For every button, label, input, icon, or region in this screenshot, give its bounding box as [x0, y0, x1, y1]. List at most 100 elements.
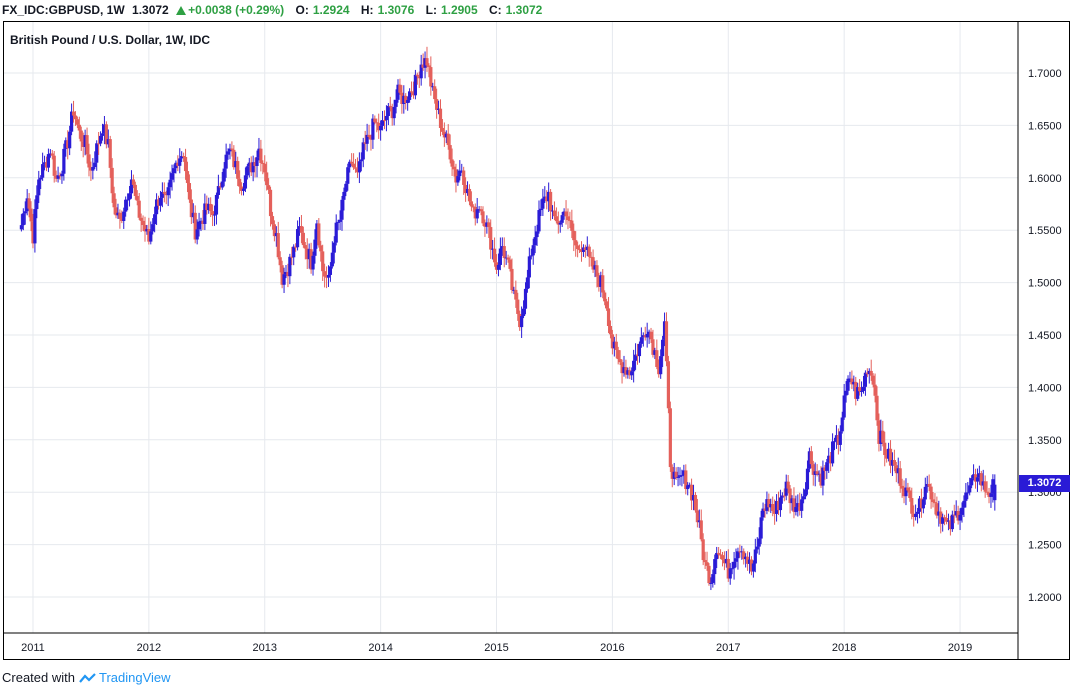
candle-body	[462, 170, 466, 185]
candle-body	[722, 559, 727, 564]
candle-body	[865, 372, 869, 375]
candle-body	[510, 268, 514, 291]
candle-body	[973, 474, 978, 482]
candle-body	[635, 354, 640, 357]
candle	[102, 115, 107, 145]
candle-body	[923, 486, 927, 500]
candle-body	[39, 177, 43, 180]
candle-body	[469, 201, 474, 207]
candle	[606, 297, 611, 333]
candle-body	[796, 503, 800, 508]
candle-body	[425, 58, 429, 66]
candle-body	[431, 86, 435, 88]
tradingview-logo[interactable]: TradingView	[79, 668, 171, 688]
candle	[73, 111, 78, 126]
candle	[195, 219, 199, 245]
candle	[896, 457, 900, 484]
candle-body	[477, 209, 481, 211]
candle-body	[41, 164, 45, 178]
candle-body	[935, 503, 939, 516]
candle-body	[429, 67, 433, 87]
candle	[985, 481, 989, 495]
candle	[518, 310, 522, 331]
candle-body	[952, 514, 956, 516]
candle	[75, 116, 79, 129]
time-axis[interactable]: 2011 2012 2013 2014 2015 2016 2017 2018 2019	[21, 642, 972, 654]
candle	[375, 118, 379, 133]
candle-body	[651, 339, 655, 355]
candle	[218, 182, 222, 190]
candle	[154, 193, 159, 225]
candle-body	[149, 231, 153, 242]
candle-body	[404, 95, 408, 104]
candle	[686, 482, 690, 496]
candle-body	[910, 498, 914, 514]
candle-body	[433, 86, 437, 100]
candle	[502, 237, 506, 268]
symbol-name[interactable]: FX_IDC:GBPUSD, 1W	[2, 3, 125, 17]
candle	[394, 89, 398, 114]
candle	[398, 78, 402, 95]
candle-body	[809, 451, 813, 465]
candle-body	[294, 246, 298, 248]
candle	[209, 197, 213, 218]
candle	[993, 474, 997, 511]
candle	[715, 546, 719, 569]
candle-body	[394, 99, 398, 107]
candle-body	[782, 495, 786, 497]
candle-body	[162, 191, 166, 194]
price-axis[interactable]: 1.20001.25001.30001.35001.40001.45001.50…	[1028, 68, 1062, 604]
ohlc-open: O: 1.2924	[296, 3, 354, 17]
candle-body	[483, 223, 487, 227]
candle-body	[87, 154, 91, 168]
candle	[37, 170, 41, 204]
candle-body	[724, 558, 728, 564]
candle-body	[421, 64, 425, 68]
candle	[212, 205, 217, 226]
candle-body	[746, 556, 750, 564]
candle	[537, 200, 541, 234]
candle-body	[788, 488, 792, 504]
candle-body	[975, 477, 980, 482]
candle-body	[701, 539, 705, 561]
candle	[431, 82, 435, 91]
candle	[796, 494, 800, 517]
candle	[645, 322, 649, 348]
candle	[661, 335, 665, 368]
candle	[268, 186, 273, 227]
candle-body	[280, 265, 284, 285]
candle	[297, 217, 302, 236]
candle	[87, 143, 91, 177]
candle-body	[921, 499, 925, 509]
candle-body	[361, 142, 365, 160]
candle	[467, 184, 472, 206]
candle-body	[898, 468, 902, 486]
candle	[504, 250, 508, 265]
candle	[66, 130, 70, 160]
candle-body	[351, 163, 356, 168]
candle-body	[720, 555, 725, 560]
candle	[133, 181, 137, 200]
candle	[315, 220, 319, 249]
candle	[448, 134, 452, 164]
candle	[809, 446, 813, 469]
candle-body	[514, 289, 518, 300]
candle-body	[705, 562, 709, 566]
candle	[879, 419, 883, 451]
candle-body	[871, 375, 875, 385]
candle	[939, 507, 943, 534]
candle-body	[46, 154, 51, 168]
price-tick-label: 1.5000	[1028, 278, 1062, 290]
price-tick-label: 1.5500	[1028, 225, 1062, 237]
candle	[935, 496, 939, 519]
chart-frame[interactable]	[3, 21, 1070, 660]
candle-body	[415, 74, 419, 77]
candle-body	[384, 115, 389, 121]
candle	[382, 110, 387, 130]
candle-body	[355, 168, 360, 173]
candle	[193, 205, 197, 244]
candle	[294, 243, 298, 252]
candle	[776, 491, 781, 516]
candle-body	[100, 133, 105, 136]
